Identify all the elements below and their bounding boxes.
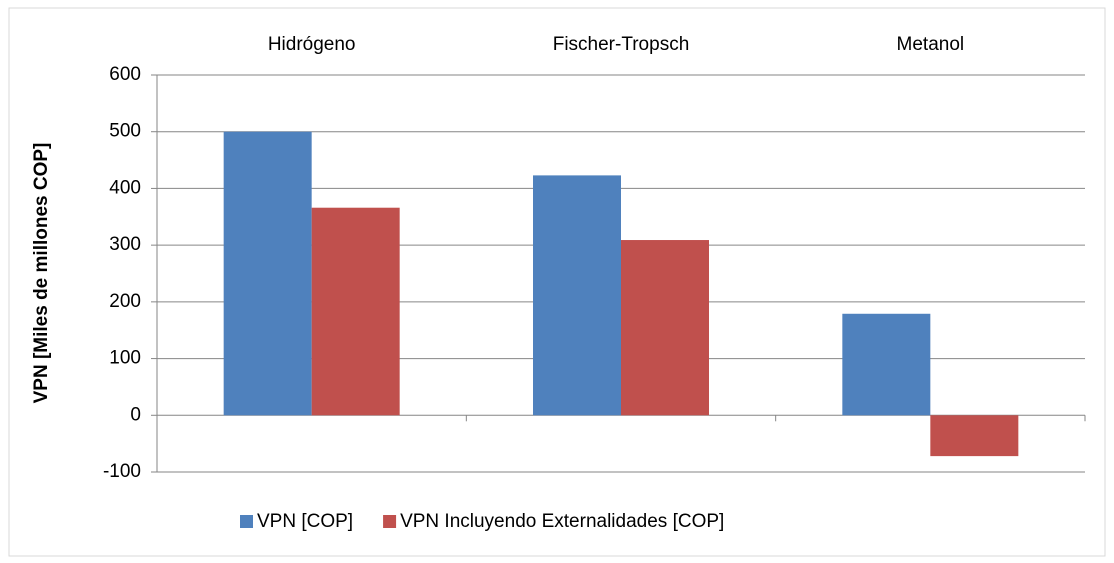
x-tick-label: Hidrógeno (268, 34, 356, 55)
y-tick-label: 600 (109, 64, 141, 85)
legend-label: VPN [COP] (257, 511, 353, 532)
bar (842, 313, 931, 416)
legend-swatch (240, 515, 253, 528)
bar (533, 175, 621, 416)
y-axis-label: VPN [Miles de millones COP] (31, 143, 52, 404)
y-tick-label: 400 (109, 177, 141, 198)
legend-label: VPN Incluyendo Externalidades [COP] (400, 511, 724, 532)
bar (223, 131, 312, 416)
legend-swatch (383, 515, 397, 528)
y-tick-label: 500 (109, 121, 141, 142)
y-tick-label: 100 (109, 348, 141, 369)
x-tick-label: Fischer-Tropsch (553, 34, 690, 55)
bar (311, 207, 400, 416)
y-tick-label: 300 (109, 234, 141, 255)
y-tick-label: 0 (130, 404, 141, 425)
y-tick-label: -100 (103, 461, 141, 482)
y-tick-label: 200 (109, 291, 141, 312)
bar (621, 240, 709, 416)
bar (930, 415, 1019, 457)
x-tick-label: Metanol (897, 34, 965, 55)
